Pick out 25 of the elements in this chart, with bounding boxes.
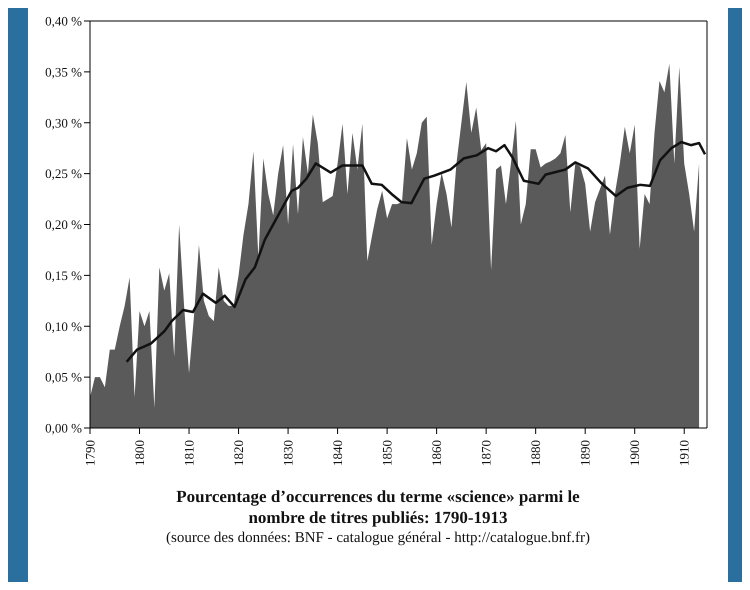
- x-tick-label: 1910: [676, 440, 692, 466]
- x-tick-label: 1810: [182, 440, 197, 466]
- x-tick-label: 1840: [330, 440, 346, 466]
- x-tick-label: 1830: [280, 440, 296, 466]
- y-tick-label: 0,05 %: [45, 370, 82, 385]
- text: Pourcentage d’occurrences du terme «science» parmi le nombre de titres publiés: 1790-1913: [175, 486, 581, 528]
- y-tick-label: 0,15 %: [45, 268, 82, 283]
- text: (source des données: BNF - catalogue général - http://catalogue.bnf.fr): [164, 530, 591, 547]
- y-tick-label: 0,25 %: [45, 166, 82, 182]
- x-tick-label: 1860: [429, 440, 444, 466]
- y-tick-label: 0,00 %: [45, 420, 82, 436]
- x-tick-label: 1800: [132, 440, 148, 466]
- x-tick-label: 1870: [478, 440, 494, 466]
- x-tick-label: 1900: [627, 440, 642, 466]
- y-tick-label: 0,30 %: [45, 115, 82, 130]
- x-tick-label: 1820: [231, 440, 246, 466]
- x-tick-label: 1880: [528, 440, 544, 466]
- y-tick-label: 0,35 %: [45, 64, 82, 80]
- x-tick-label: 1890: [578, 440, 593, 466]
- x-tick-label: 1850: [380, 440, 395, 466]
- y-tick-label: 0,10 %: [45, 318, 82, 334]
- y-tick-label: 0,20 %: [45, 217, 82, 232]
- x-tick-label: 1790: [82, 440, 98, 466]
- line-series: [125, 140, 706, 364]
- y-tick-label: 0,40 %: [45, 14, 82, 29]
